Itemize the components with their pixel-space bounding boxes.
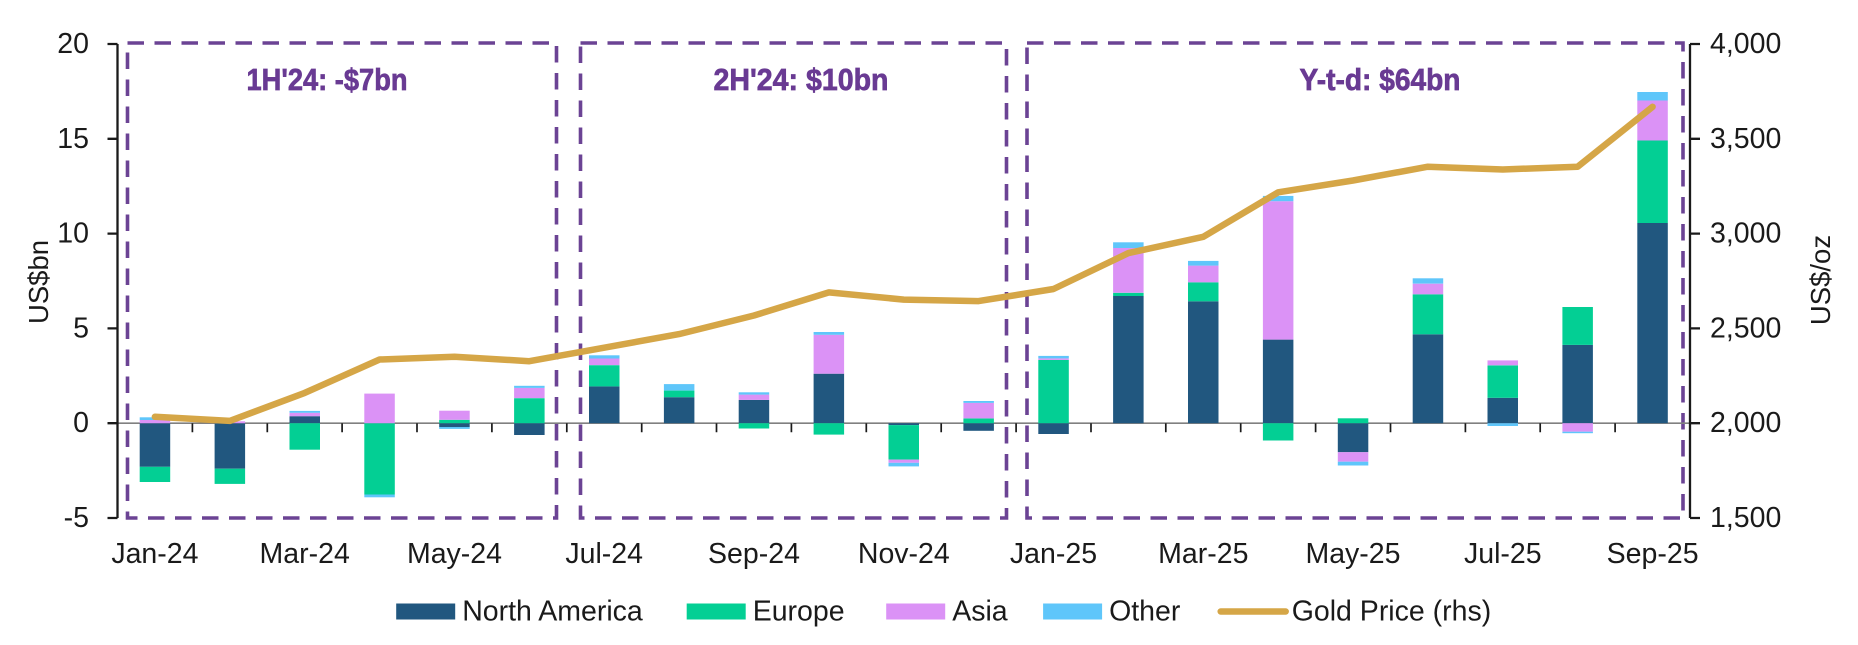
svg-text:Mar-25: Mar-25: [1158, 538, 1248, 570]
svg-text:Nov-24: Nov-24: [858, 538, 950, 570]
svg-text:Mar-24: Mar-24: [260, 538, 350, 570]
svg-text:Jan-24: Jan-24: [111, 538, 198, 570]
svg-text:Y-t-d: $64bn: Y-t-d: $64bn: [1300, 62, 1461, 97]
svg-text:1H'24: -$7bn: 1H'24: -$7bn: [247, 62, 408, 97]
svg-text:US$bn: US$bn: [23, 240, 54, 324]
svg-text:Asia: Asia: [952, 596, 1008, 628]
svg-text:May-25: May-25: [1305, 538, 1400, 570]
svg-text:Sep-24: Sep-24: [708, 538, 800, 570]
svg-text:Jan-25: Jan-25: [1010, 538, 1097, 570]
svg-text:Gold Price (rhs): Gold Price (rhs): [1292, 596, 1492, 628]
svg-text:0: 0: [73, 407, 89, 439]
svg-text:Other: Other: [1109, 596, 1181, 628]
svg-text:North America: North America: [462, 596, 643, 628]
svg-text:Jul-25: Jul-25: [1464, 538, 1542, 570]
svg-text:-5: -5: [64, 502, 89, 534]
svg-text:1,500: 1,500: [1710, 502, 1781, 534]
svg-text:Jul-24: Jul-24: [565, 538, 643, 570]
svg-text:Europe: Europe: [753, 596, 845, 628]
svg-text:Sep-25: Sep-25: [1607, 538, 1699, 570]
svg-text:5: 5: [73, 312, 89, 344]
svg-text:3,000: 3,000: [1710, 218, 1781, 250]
svg-text:US$/oz: US$/oz: [1805, 235, 1836, 325]
svg-text:2,500: 2,500: [1710, 312, 1781, 344]
svg-text:May-24: May-24: [407, 538, 502, 570]
svg-text:2H'24: $10bn: 2H'24: $10bn: [714, 62, 889, 97]
svg-text:15: 15: [57, 123, 89, 155]
svg-text:10: 10: [57, 218, 89, 250]
svg-text:3,500: 3,500: [1710, 123, 1781, 155]
svg-text:4,000: 4,000: [1710, 28, 1781, 60]
svg-text:20: 20: [57, 28, 89, 60]
svg-text:2,000: 2,000: [1710, 407, 1781, 439]
